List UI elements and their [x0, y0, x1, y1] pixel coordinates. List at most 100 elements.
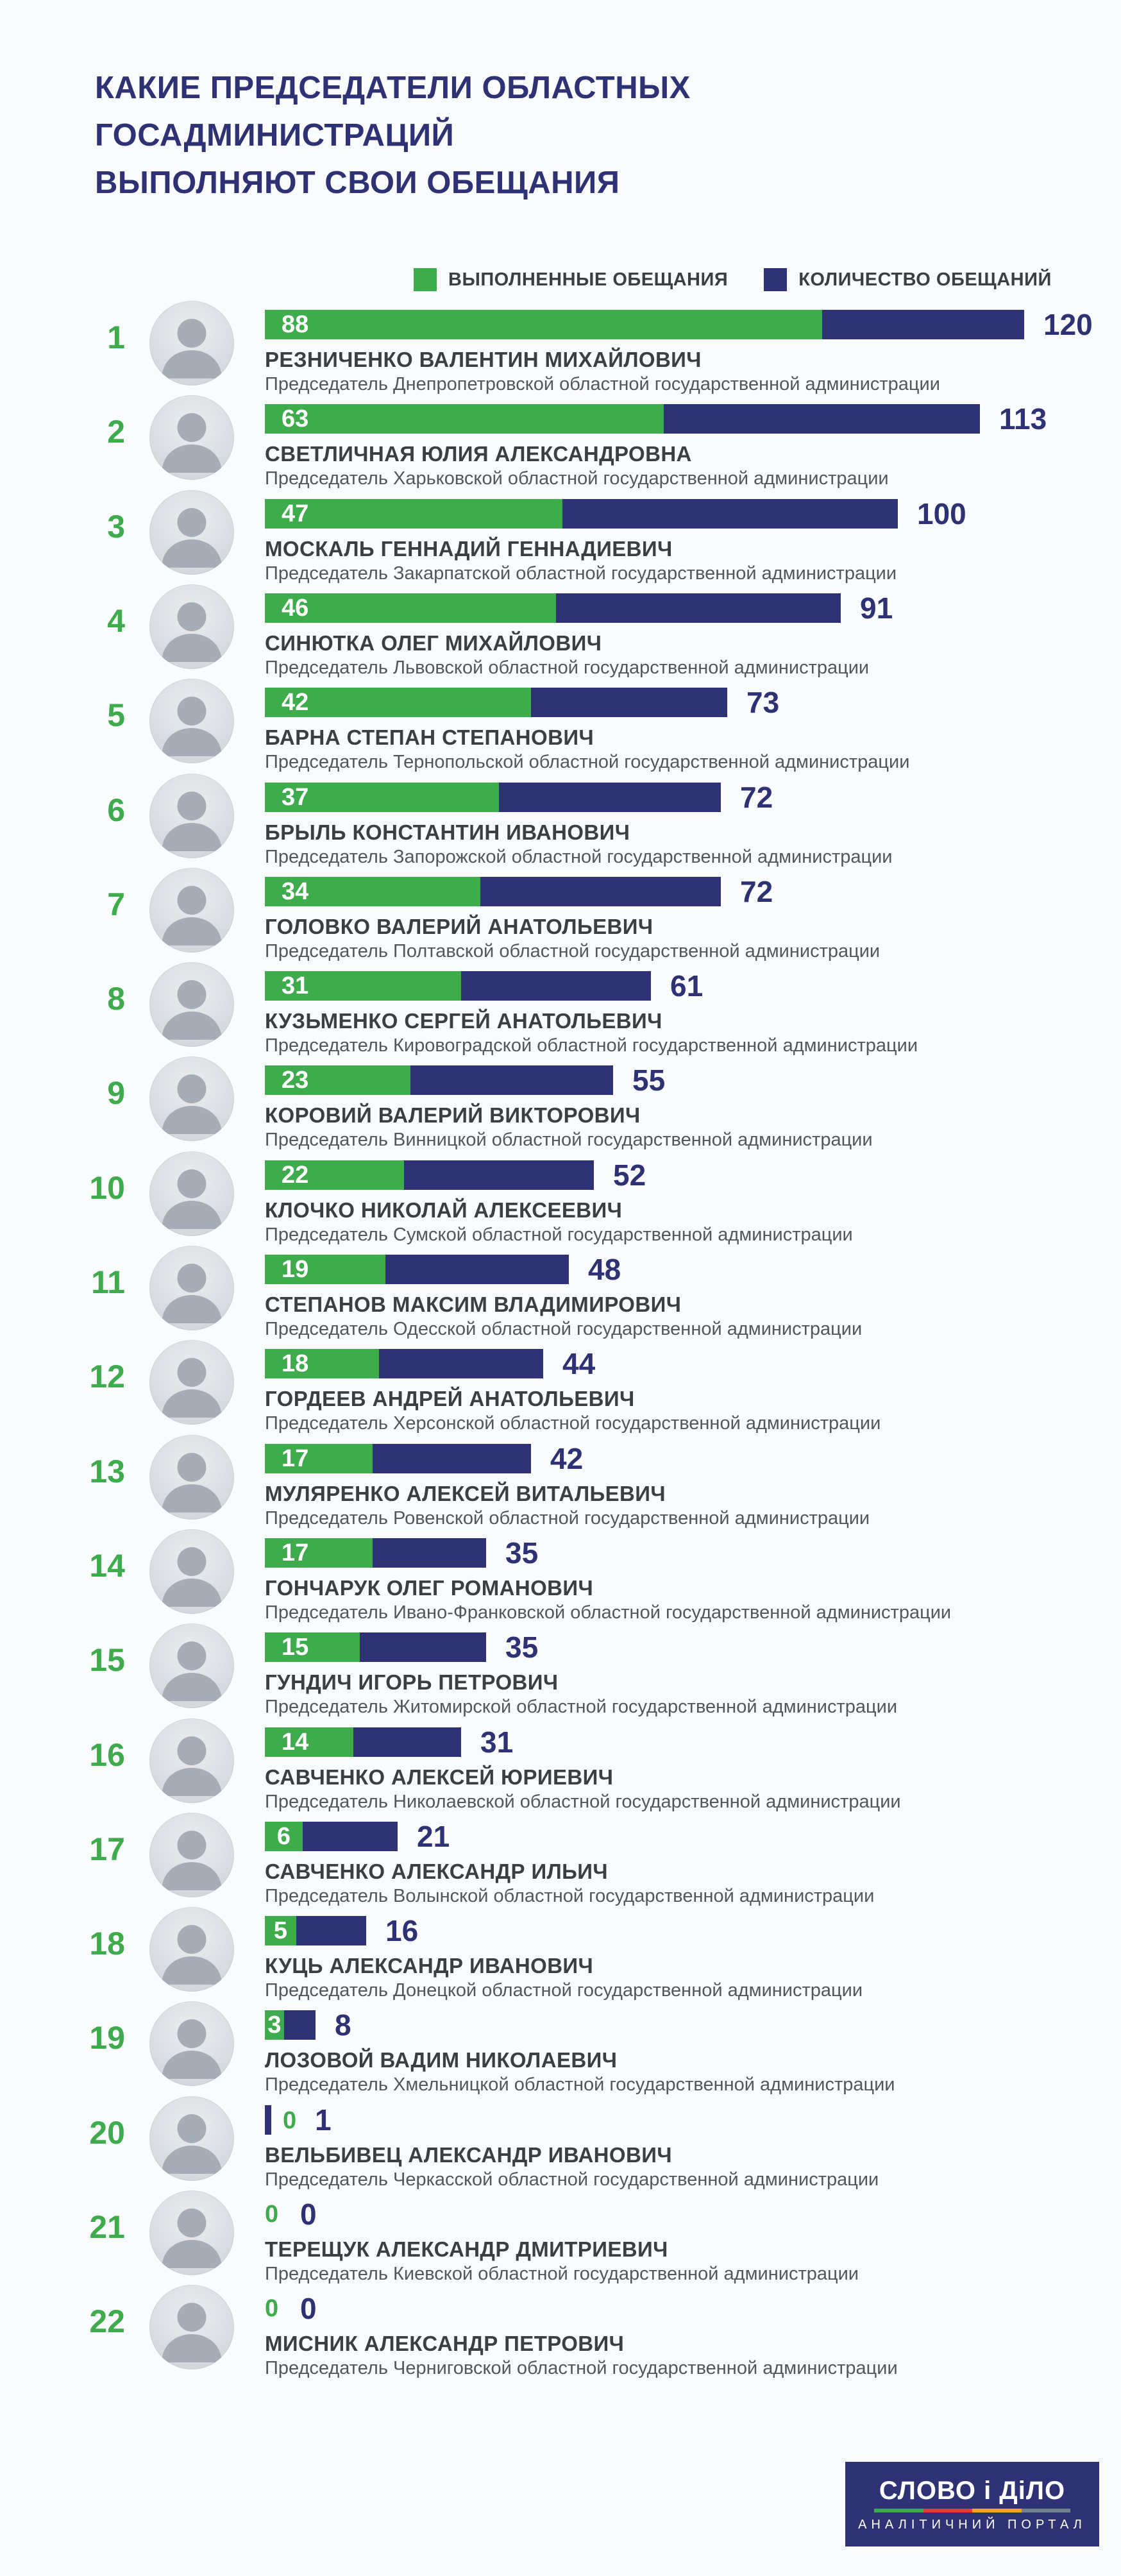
fulfilled-promises-bar: 3: [265, 2010, 284, 2040]
total-promises-bar: 63: [265, 404, 980, 434]
total-value-label: 35: [505, 1536, 539, 1570]
total-promises-bar: 15: [265, 1632, 486, 1662]
stripe-red: [923, 2508, 972, 2512]
governor-position: Председатель Ровенской областной государ…: [265, 1508, 870, 1529]
fulfilled-value-label: 0: [283, 2107, 297, 2134]
avatar: [149, 2096, 234, 2181]
governor-row: 6 37 72 БРЫЛЬ КОНСТАНТИН ИВАНОВИЧ Председате…: [0, 774, 1121, 877]
governor-name: ГУНДИЧ ИГОРЬ ПЕТРОВИЧ: [265, 1670, 559, 1694]
total-promises-bar: 17: [265, 1538, 486, 1568]
total-value-label: 8: [335, 2008, 351, 2042]
fulfilled-promises-bar: 46: [265, 593, 556, 623]
fulfilled-value-label: 46: [282, 595, 309, 622]
person-silhouette-icon: [162, 1736, 222, 1796]
governor-position: Председатель Одесской областной государс…: [265, 1319, 863, 1339]
governor-position: Председатель Николаевской областной госу…: [265, 1792, 901, 1812]
rank-number: 20: [89, 2115, 125, 2151]
governor-name: СТЕПАНОВ МАКСИМ ВЛАДИМИРОВИЧ: [265, 1292, 682, 1316]
fulfilled-value-label: 5: [273, 1917, 288, 1944]
person-silhouette-icon: [162, 413, 222, 473]
governor-name: МИСНИК АЛЕКСАНДР ПЕТРОВИЧ: [265, 2332, 625, 2355]
page-title: КАКИЕ ПРЕДСЕДАТЕЛИ ОБЛАСТНЫХ ГОСАДМИНИСТ…: [95, 64, 1057, 207]
governor-name: ГОНЧАРУК ОЛЕГ РОМАНОВИЧ: [265, 1576, 594, 1600]
governor-position: Председатель Львовской областной государ…: [265, 657, 870, 678]
rank-number: 8: [107, 981, 125, 1017]
avatar: [149, 1529, 234, 1614]
person-silhouette-icon: [162, 2114, 222, 2174]
total-promises-bar: 14: [265, 1727, 461, 1757]
total-value-label: 0: [300, 2198, 317, 2231]
fulfilled-value-label: 14: [282, 1729, 309, 1756]
total-value-label: 120: [1043, 308, 1093, 341]
fulfilled-value-label: 18: [282, 1350, 309, 1377]
fulfilled-value-label: 34: [282, 878, 309, 905]
total-promises-bar: 88: [265, 310, 1024, 339]
governor-name: СВЕТЛИЧНАЯ ЮЛИЯ АЛЕКСАНДРОВНА: [265, 442, 692, 466]
fulfilled-value-label: 31: [282, 972, 309, 999]
total-promises-bar: 22: [265, 1160, 594, 1190]
logo-stripe-icon: [874, 2508, 1070, 2512]
person-silhouette-icon: [162, 1264, 222, 1323]
legend-item-total: КОЛИЧЕСТВО ОБЕЩАНИЙ: [764, 268, 1052, 291]
governor-name: САВЧЕНКО АЛЕКСЕЙ ЮРИЕВИЧ: [265, 1765, 614, 1789]
fulfilled-value-label: 23: [282, 1067, 309, 1094]
logo-subtitle: АНАЛІТИЧНИЙ ПОРТАЛ: [858, 2517, 1086, 2532]
governor-row: 14 17 35 ГОНЧАРУК ОЛЕГ РОМАНОВИЧ Председател…: [0, 1529, 1121, 1632]
governor-position: Председатель Тернопольской областной гос…: [265, 752, 910, 772]
fulfilled-promises-bar: 31: [265, 971, 461, 1001]
governor-row: 5 42 73 БАРНА СТЕПАН СТЕПАНОВИЧ Председатель…: [0, 679, 1121, 782]
person-silhouette-icon: [162, 508, 222, 568]
fulfilled-promises-bar: 23: [265, 1065, 410, 1095]
rank-number: 17: [89, 1831, 125, 1867]
fulfilled-promises-bar: 19: [265, 1255, 385, 1284]
fulfilled-value-label: 37: [282, 784, 309, 811]
total-value-label: 16: [385, 1914, 419, 1947]
governor-row: 12 18 44 ГОРДЕЕВ АНДРЕЙ АНАТОЛЬЕВИЧ Председа…: [0, 1340, 1121, 1443]
governor-position: Председатель Днепропетровской областной …: [265, 374, 940, 394]
person-silhouette-icon: [162, 886, 222, 945]
total-promises-bar: 42: [265, 688, 727, 717]
governor-position: Председатель Закарпатской областной госу…: [265, 563, 897, 584]
person-silhouette-icon: [162, 1547, 222, 1607]
governor-row: 9 23 55 КОРОВИЙ ВАЛЕРИЙ ВИКТОРОВИЧ Председат…: [0, 1056, 1121, 1160]
person-silhouette-icon: [162, 792, 222, 851]
fulfilled-promises-bar: 22: [265, 1160, 404, 1190]
rank-number: 21: [89, 2209, 125, 2245]
total-promises-bar: 3: [265, 2010, 316, 2040]
governor-row: 20 0 1 ВЕЛЬБИВЕЦ АЛЕКСАНДР ИВАНОВИЧ Председа…: [0, 2096, 1121, 2199]
total-promises-bar: 19: [265, 1255, 569, 1284]
total-value-label: 35: [505, 1631, 539, 1664]
avatar: [149, 395, 234, 480]
total-value-label: 44: [562, 1347, 596, 1380]
person-silhouette-icon: [162, 2019, 222, 2079]
slovo-i-dilo-logo: СЛОВО і ДіЛО АНАЛІТИЧНИЙ ПОРТАЛ: [845, 2462, 1099, 2546]
legend-total-label: КОЛИЧЕСТВО ОБЕЩАНИЙ: [798, 269, 1052, 290]
governor-row: 21 0 0 ТЕРЕЩУК АЛЕКСАНДР ДМИТРИЕВИЧ Председа…: [0, 2190, 1121, 2294]
governor-name: ТЕРЕЩУК АЛЕКСАНДР ДМИТРИЕВИЧ: [265, 2237, 668, 2261]
fulfilled-promises-bar: 88: [265, 310, 822, 339]
legend-item-fulfilled: ВЫПОЛНЕННЫЕ ОБЕЩАНИЯ: [414, 268, 728, 291]
rank-number: 3: [107, 509, 125, 545]
rank-number: 2: [107, 414, 125, 450]
fulfilled-promises-bar: 63: [265, 404, 664, 434]
fulfilled-promises-bar: 42: [265, 688, 531, 717]
governor-row: 7 34 72 ГОЛОВКО ВАЛЕРИЙ АНАТОЛЬЕВИЧ Председа…: [0, 868, 1121, 971]
governor-row: 1 88 120 РЕЗНИЧЕНКО ВАЛЕНТИН МИХАЙЛОВИЧ Пред…: [0, 301, 1121, 404]
governor-position: Председатель Черкасской областной госуда…: [265, 2169, 879, 2190]
total-promises-bar: 5: [265, 1916, 366, 1945]
total-promises-bar: 17: [265, 1444, 531, 1473]
total-value-label: 21: [417, 1820, 450, 1853]
fulfilled-promises-bar: 17: [265, 1538, 373, 1568]
fulfilled-value-label: 42: [282, 689, 309, 716]
person-silhouette-icon: [162, 697, 222, 756]
governor-row: 19 3 8 ЛОЗОВОЙ ВАДИМ НИКОЛАЕВИЧ Председатель…: [0, 2001, 1121, 2105]
governor-position: Председатель Волынской областной государ…: [265, 1886, 875, 1906]
fulfilled-promises-bar: 47: [265, 499, 562, 529]
fulfilled-value-label: 47: [282, 500, 309, 527]
governor-position: Председатель Винницкой областной государ…: [265, 1130, 873, 1150]
governor-row: 8 31 61 КУЗЬМЕНКО СЕРГЕЙ АНАТОЛЬЕВИЧ Председ…: [0, 962, 1121, 1065]
governor-position: Председатель Донецкой областной государс…: [265, 1980, 863, 2001]
logo-title: СЛОВО і ДіЛО: [879, 2476, 1066, 2505]
total-value-label: 73: [746, 686, 780, 719]
avatar: [149, 679, 234, 763]
